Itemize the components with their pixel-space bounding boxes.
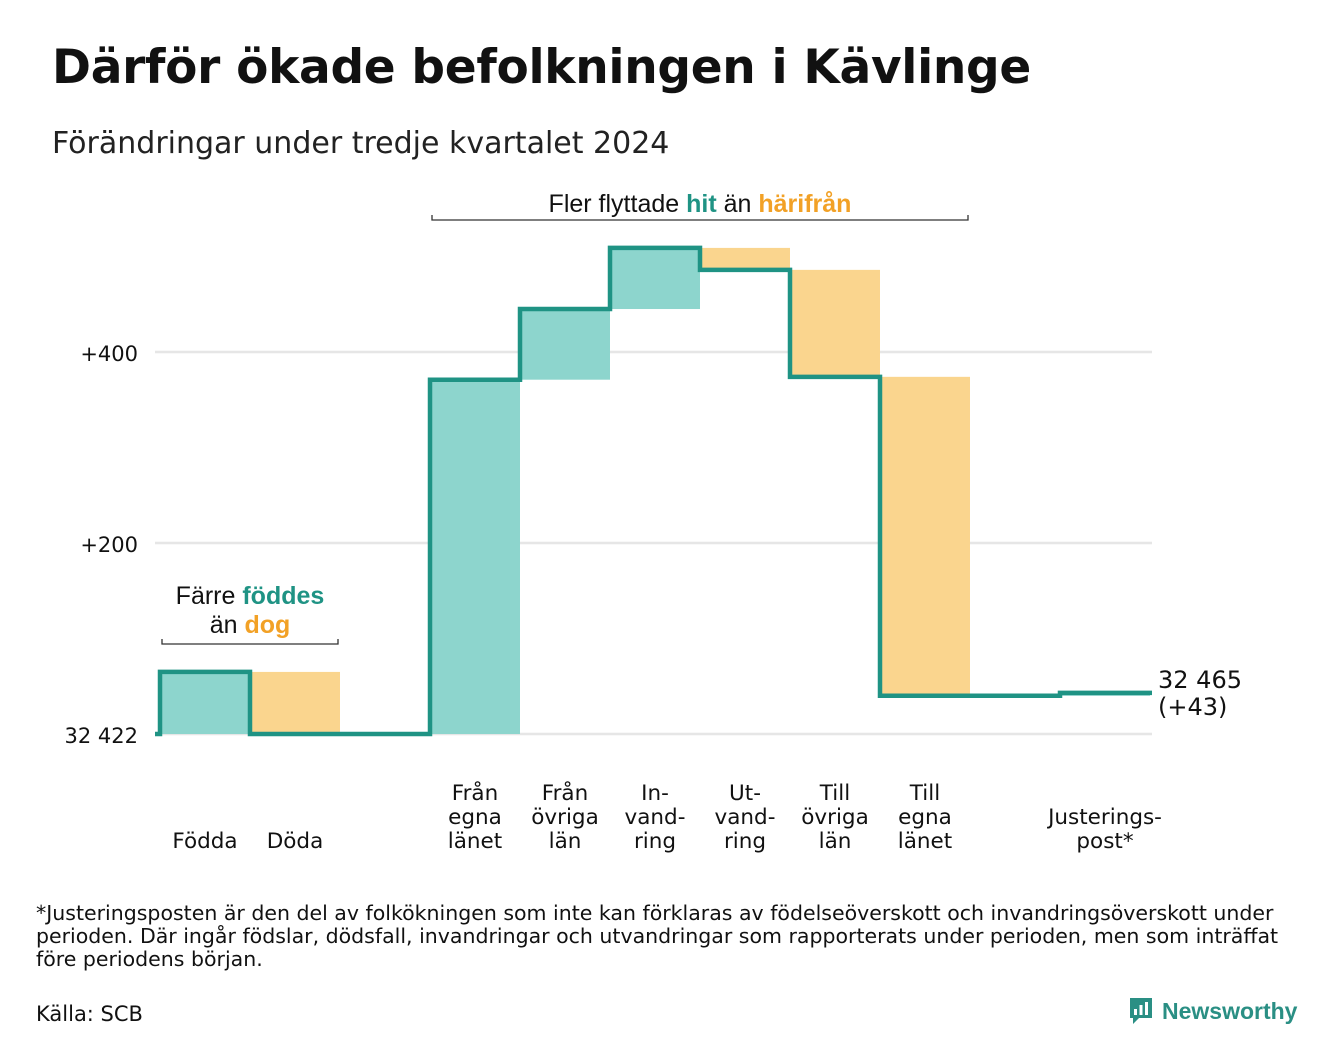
bar-7	[790, 269, 880, 377]
category-label-6-1: vand-	[715, 805, 776, 830]
bar-1	[250, 671, 340, 734]
category-label-8-0: Till	[909, 781, 940, 806]
category-label-7-1: övriga	[801, 805, 869, 830]
annotation-migration-part-0-0: Fler flyttade	[549, 190, 687, 218]
bar-3	[430, 379, 520, 734]
category-label-4-0: Från	[542, 780, 588, 806]
category-label-6-2: ring	[724, 829, 766, 854]
bar-4	[520, 309, 610, 380]
end-value-label-1: (+43)	[1158, 693, 1227, 721]
category-label-6-0: Ut-	[729, 781, 761, 806]
category-label-7-2: län	[819, 829, 852, 854]
annotation-births-line-0: Färre föddes	[176, 582, 325, 610]
category-label-5-2: ring	[634, 829, 676, 854]
bar-6	[700, 247, 790, 270]
bars	[160, 247, 1150, 734]
annotation-migration-line-0: Fler flyttade hit än härifrån	[549, 190, 852, 218]
category-label-10-1: post*	[1076, 829, 1133, 854]
ytick-label-0: +400	[80, 342, 138, 366]
footnote: *Justeringsposten är den del av folkökni…	[36, 901, 1279, 971]
bar-0	[160, 671, 250, 734]
annotation-births-part-0-0: Färre	[176, 582, 243, 610]
annotation-migration-part-0-1: hit	[686, 190, 717, 218]
category-label-3-1: egna	[448, 805, 502, 830]
bar-8	[880, 376, 970, 696]
annotation-births-line-1: än dog	[210, 611, 291, 639]
chart-title: Därför ökade befolkningen i Kävlinge	[52, 40, 1031, 95]
category-label-5-0: In-	[641, 781, 669, 806]
annotation-migration-part-0-3: härifrån	[758, 190, 851, 218]
category-label-0-0: Födda	[172, 829, 237, 854]
category-label-8-2: länet	[898, 829, 952, 854]
ytick-label-1: +200	[80, 533, 138, 557]
category-label-5-1: vand-	[625, 805, 686, 830]
brand-name: Newsworthy	[1162, 997, 1298, 1024]
bar-5	[610, 247, 700, 310]
category-label-4-2: län	[549, 829, 582, 854]
running-total-line	[155, 245, 1152, 737]
brand-logo: Newsworthy	[1128, 996, 1297, 1026]
end-value-label-0: 32 465	[1158, 666, 1242, 694]
source-note: Källa: SCB	[36, 1002, 143, 1026]
category-label-1-0: Döda	[267, 829, 324, 854]
running-total-path	[155, 245, 1152, 737]
annotation-bracket-births	[161, 639, 339, 645]
annotation-births-part-0-1: föddes	[242, 582, 324, 610]
chart-subtitle: Förändringar under tredje kvartalet 2024	[52, 126, 670, 161]
category-label-8-1: egna	[898, 805, 952, 830]
annotation-migration-part-0-2: än	[717, 190, 759, 218]
newsworthy-logo-icon	[1130, 998, 1152, 1024]
annotation-bracket-migration	[431, 215, 969, 221]
category-label-4-1: övriga	[531, 805, 599, 830]
ytick-label-base: 32 422	[65, 724, 138, 748]
category-label-10-0: Justerings-	[1046, 805, 1162, 830]
category-label-3-2: länet	[448, 829, 502, 854]
annotation-births-part-1-1: dog	[244, 611, 290, 639]
category-label-3-0: Från	[452, 780, 498, 806]
category-label-7-0: Till	[819, 781, 850, 806]
annotation-births-part-1-0: än	[210, 611, 245, 639]
